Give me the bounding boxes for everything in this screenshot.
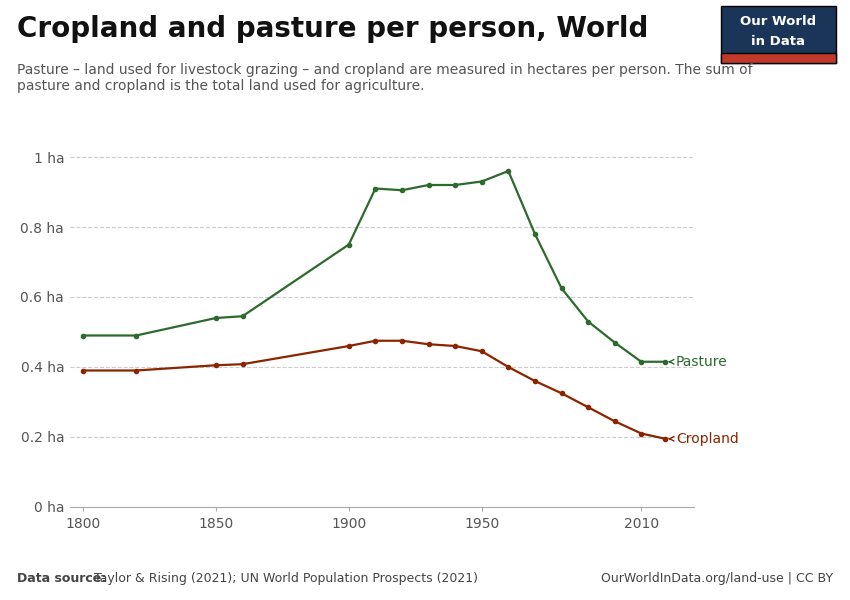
Text: Pasture: Pasture [670, 355, 728, 369]
FancyBboxPatch shape [721, 53, 836, 63]
Text: Our World: Our World [740, 16, 816, 28]
Text: Pasture – land used for livestock grazing – and cropland are measured in hectare: Pasture – land used for livestock grazin… [17, 63, 752, 93]
Text: Taylor & Rising (2021); UN World Population Prospects (2021): Taylor & Rising (2021); UN World Populat… [90, 572, 478, 585]
FancyBboxPatch shape [721, 6, 836, 63]
Text: Data source:: Data source: [17, 572, 106, 585]
Text: Cropland and pasture per person, World: Cropland and pasture per person, World [17, 15, 649, 43]
Text: Cropland: Cropland [670, 432, 739, 446]
Text: in Data: in Data [751, 35, 805, 48]
Text: OurWorldInData.org/land-use | CC BY: OurWorldInData.org/land-use | CC BY [601, 572, 833, 585]
